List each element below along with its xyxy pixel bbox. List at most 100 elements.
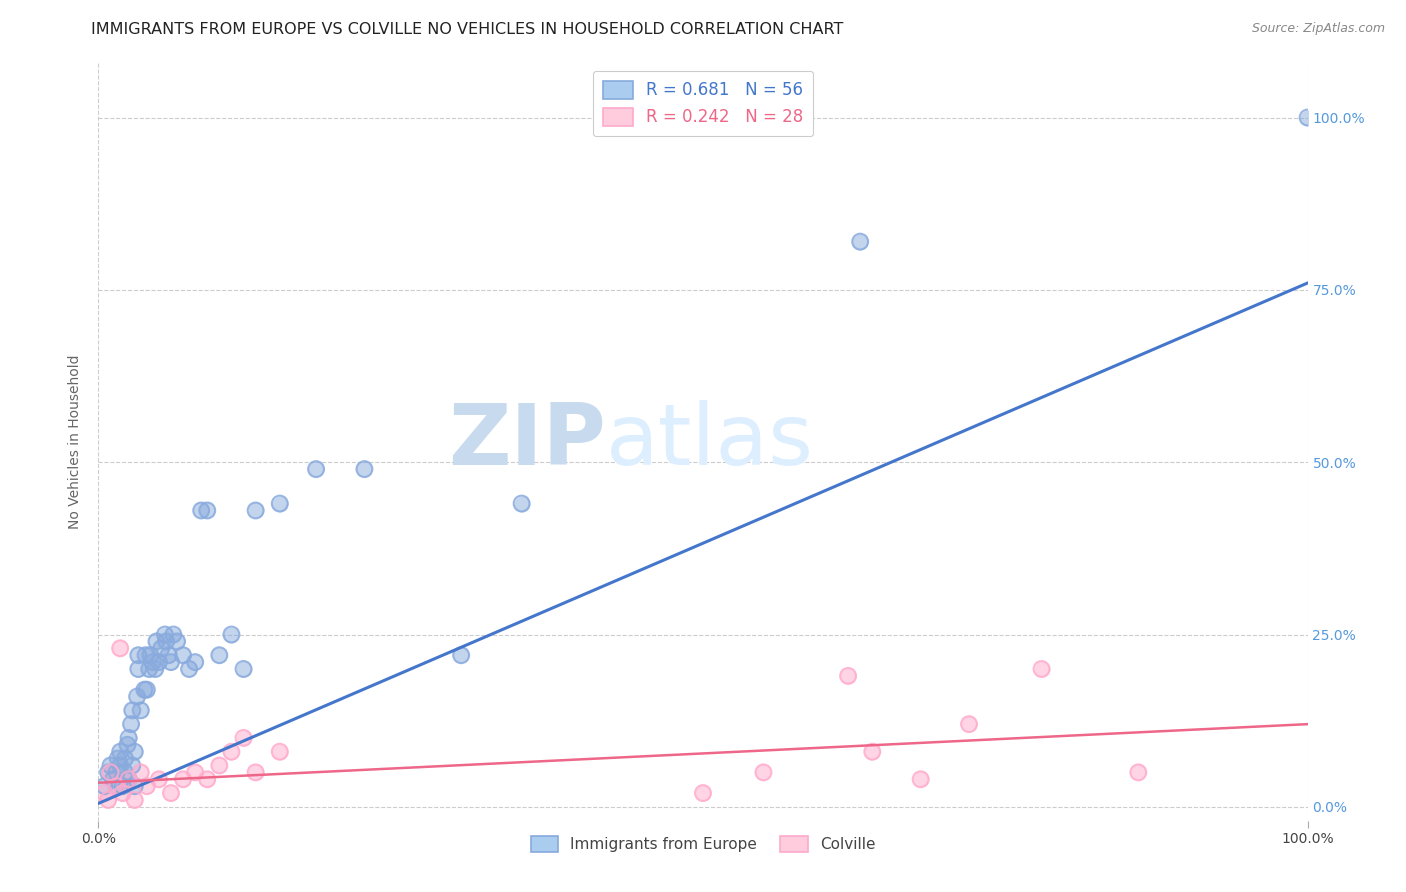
Point [957,717,980,731]
Point [114,751,136,765]
Point [245,503,267,517]
Point [108,758,131,772]
Point [107,751,129,765]
Point [138,662,160,676]
Point [134,682,156,697]
Point [118,772,141,787]
Point [1296,111,1319,125]
Point [124,745,146,759]
Point [305,462,328,476]
Point [195,772,218,787]
Point [93,779,115,793]
Point [108,758,131,772]
Point [450,648,472,663]
Point [148,772,170,787]
Point [195,772,218,787]
Point [127,662,149,676]
Point [148,655,170,669]
Point [114,765,136,780]
Point [108,641,131,656]
Point [93,786,115,800]
Point [150,641,173,656]
Point [127,690,149,704]
Point [232,662,254,676]
Point [208,758,231,772]
Point [245,765,267,780]
Point [752,765,775,780]
Point [108,641,131,656]
Point [118,731,141,745]
Point [510,497,533,511]
Text: ZIP: ZIP [449,400,606,483]
Text: Source: ZipAtlas.com: Source: ZipAtlas.com [1251,22,1385,36]
Point [221,627,243,641]
Point [1296,111,1319,125]
Point [129,703,152,717]
Point [184,655,207,669]
Point [124,793,146,807]
Point [100,765,122,780]
Point [162,627,184,641]
Point [121,758,143,772]
Point [93,779,115,793]
Point [100,758,122,772]
Point [105,779,128,793]
Point [129,703,152,717]
Point [184,765,207,780]
Point [97,765,120,780]
Point [129,765,152,780]
Point [127,690,149,704]
Point [127,648,149,663]
Point [1031,662,1053,676]
Point [208,648,231,663]
Text: IMMIGRANTS FROM EUROPE VS COLVILLE NO VEHICLES IN HOUSEHOLD CORRELATION CHART: IMMIGRANTS FROM EUROPE VS COLVILLE NO VE… [91,22,844,37]
Point [135,648,157,663]
Point [135,682,157,697]
Point [93,786,115,800]
Point [172,772,194,787]
Point [692,786,714,800]
Point [305,462,328,476]
Point [135,779,157,793]
Point [221,627,243,641]
Point [179,662,201,676]
Point [105,779,128,793]
Text: atlas: atlas [606,400,814,483]
Point [143,662,166,676]
Point [155,634,177,648]
Point [118,772,141,787]
Point [849,235,872,249]
Point [143,662,166,676]
Point [118,772,141,787]
Point [860,745,883,759]
Point [107,751,129,765]
Point [135,648,157,663]
Point [124,745,146,759]
Point [100,758,122,772]
Point [160,786,183,800]
Point [105,779,128,793]
Point [145,634,167,648]
Point [118,731,141,745]
Point [139,648,162,663]
Point [121,703,143,717]
Y-axis label: No Vehicles in Household: No Vehicles in Household [69,354,83,529]
Point [184,765,207,780]
Point [172,648,194,663]
Point [1128,765,1150,780]
Point [105,765,128,780]
Point [97,793,120,807]
Point [849,235,872,249]
Point [124,779,146,793]
Point [118,772,141,787]
Point [148,772,170,787]
Point [108,745,131,759]
Point [162,627,184,641]
Point [195,503,218,517]
Point [510,497,533,511]
Point [111,786,134,800]
Point [105,779,128,793]
Point [127,648,149,663]
Point [155,634,177,648]
Point [190,503,212,517]
